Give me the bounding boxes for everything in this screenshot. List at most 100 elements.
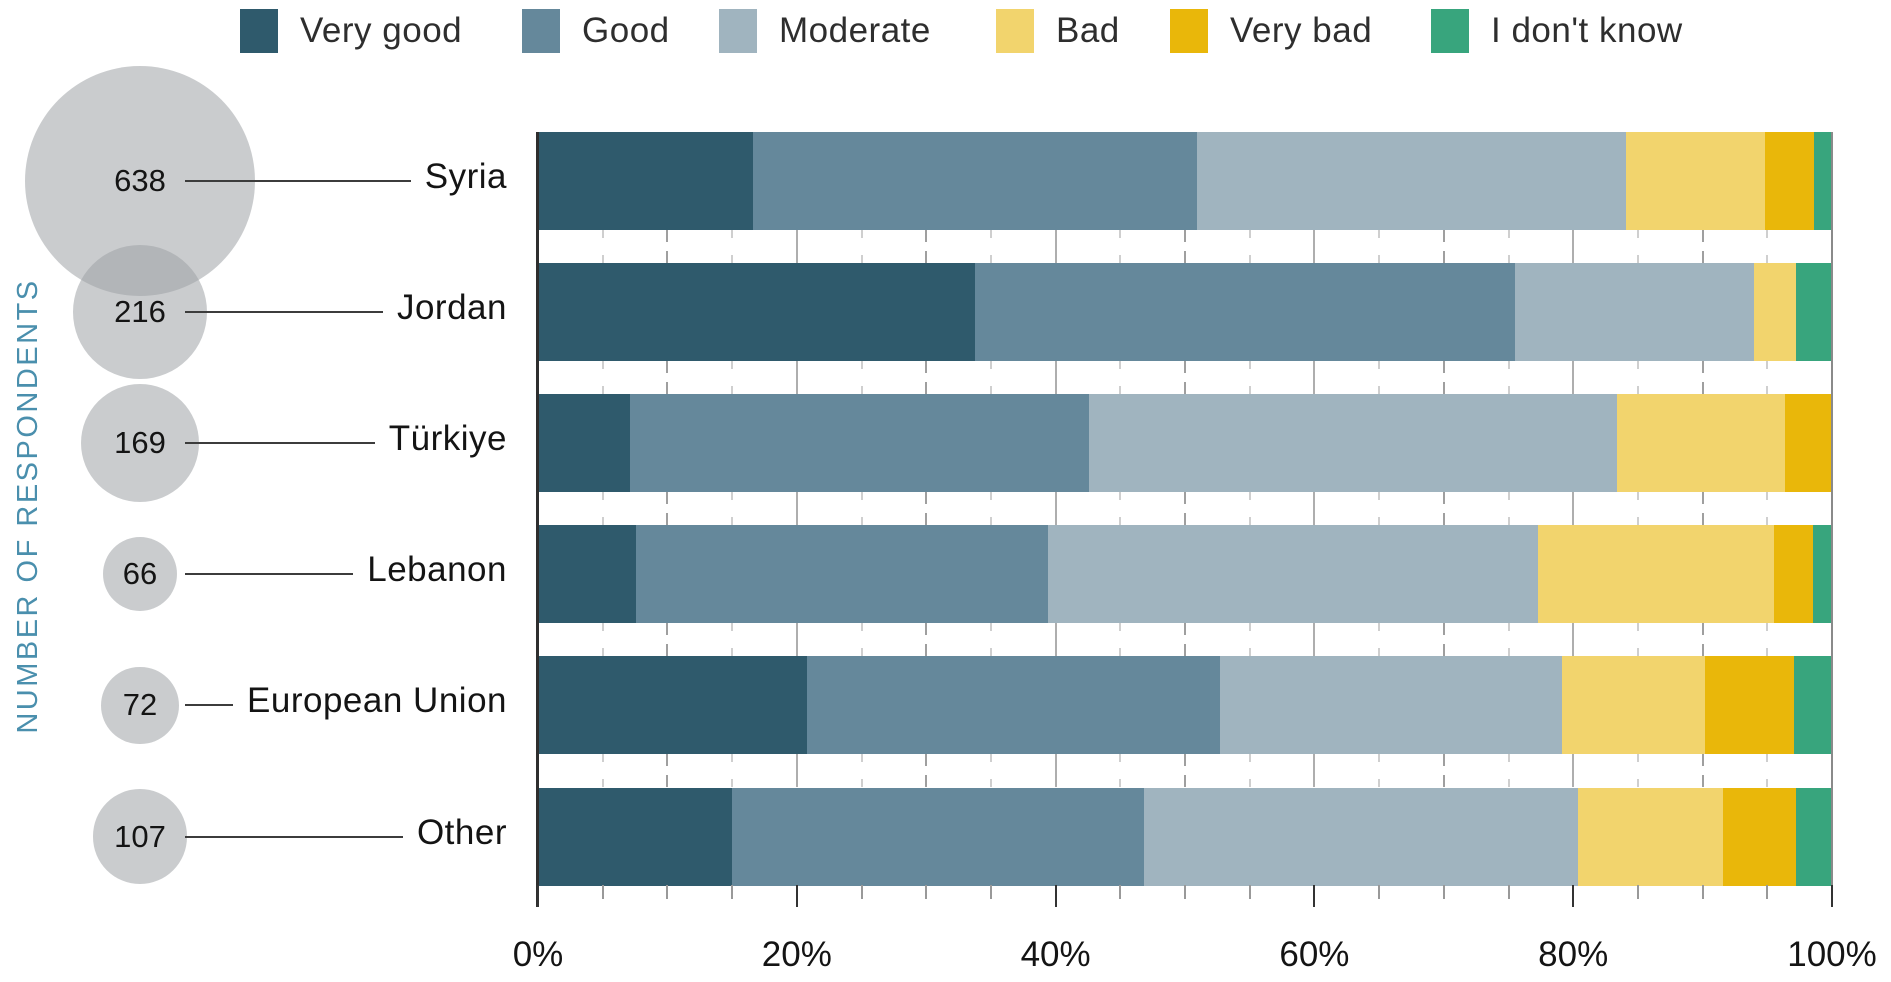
legend-item-moderate[interactable]: Moderate (719, 6, 931, 56)
minor-tick (601, 386, 604, 395)
minor-tick (860, 361, 863, 370)
bar-segment-t-rkiye-very-bad[interactable] (1785, 394, 1832, 493)
minor-tick (731, 492, 734, 501)
x-axis-tick-label-40: 40% (1020, 935, 1091, 974)
minor-tick (1636, 754, 1639, 763)
gridline-major (1313, 230, 1316, 264)
bar-segment-jordan-moderate[interactable] (1514, 263, 1755, 362)
bar-segment-other-good[interactable] (732, 787, 1144, 886)
bar-segment-other-moderate[interactable] (1143, 787, 1579, 886)
minor-tick (1378, 230, 1381, 238)
minor-tick (1507, 255, 1510, 264)
minor-tick (601, 492, 604, 501)
minor-tick (601, 779, 604, 788)
bar-segment-t-rkiye-good[interactable] (629, 394, 1090, 493)
bar-segment-syria-very-good[interactable] (538, 132, 753, 230)
bar-segment-syria-very-bad[interactable] (1764, 132, 1814, 230)
category-label-wrap-european-union: European Union (177, 681, 507, 722)
minor-tick (989, 754, 992, 763)
minor-tick (1248, 492, 1251, 501)
bar-segment-jordan-bad[interactable] (1754, 263, 1796, 362)
gridline-major (795, 230, 798, 264)
bar-row-european-union (538, 656, 1832, 755)
bar-segment-jordan-good[interactable] (975, 263, 1515, 362)
bar-segment-other-bad[interactable] (1578, 787, 1724, 886)
bar-segment-t-rkiye-moderate[interactable] (1089, 394, 1618, 493)
minor-tick (989, 648, 992, 657)
bar-segment-lebanon-bad[interactable] (1538, 525, 1774, 624)
legend-swatch-very-bad-icon (1170, 9, 1208, 53)
bar-segment-other-i-don-t-know[interactable] (1795, 787, 1832, 886)
legend-label-very-bad: Very bad (1230, 11, 1373, 50)
bar-segment-european-union-good[interactable] (807, 656, 1220, 755)
bar-segment-jordan-i-don-t-know[interactable] (1795, 263, 1832, 362)
minor-tick (1636, 361, 1639, 370)
legend-item-bad[interactable]: Bad (996, 6, 1120, 56)
bar-segment-jordan-very-good[interactable] (538, 263, 976, 362)
minor-tick (1248, 754, 1251, 763)
minor-tick (925, 623, 928, 636)
minor-tick (1507, 517, 1510, 526)
legend-item-i-don-t-know[interactable]: I don't know (1431, 6, 1683, 56)
gridline-major (1054, 230, 1057, 264)
minor-tick (1442, 382, 1445, 395)
x-axis-minor-tick (1248, 885, 1251, 899)
bar-segment-lebanon-moderate[interactable] (1047, 525, 1539, 624)
minor-tick (1442, 644, 1445, 657)
minor-tick (1248, 779, 1251, 788)
x-axis-minor-tick (1378, 885, 1381, 899)
respondents-count-lebanon: 66 (122, 556, 158, 592)
bar-segment-t-rkiye-very-good[interactable] (538, 394, 630, 493)
respondents-bubble-other (92, 789, 188, 884)
bar-segment-lebanon-good[interactable] (636, 525, 1048, 624)
legend-label-i-don-t-know: I don't know (1491, 11, 1683, 50)
minor-tick (1442, 513, 1445, 526)
legend-item-very-good[interactable]: Very good (240, 6, 462, 56)
minor-tick (925, 513, 928, 526)
bar-segment-syria-good[interactable] (752, 132, 1197, 230)
minor-tick (1442, 775, 1445, 788)
gridline-major (1572, 230, 1575, 264)
gridline-major (1313, 754, 1316, 788)
x-axis-major-tick (1572, 885, 1575, 907)
bar-segment-lebanon-very-bad[interactable] (1773, 525, 1813, 624)
bar-segment-t-rkiye-bad[interactable] (1617, 394, 1786, 493)
minor-tick (601, 230, 604, 238)
bar-segment-other-very-good[interactable] (538, 787, 733, 886)
minor-tick (1184, 644, 1186, 657)
bar-segment-other-very-bad[interactable] (1723, 787, 1796, 886)
bar-segment-european-union-very-good[interactable] (538, 656, 808, 755)
bar-segment-lebanon-i-don-t-know[interactable] (1812, 525, 1832, 624)
minor-tick (1378, 623, 1381, 632)
minor-tick (666, 251, 669, 264)
minor-tick (731, 361, 734, 370)
category-label-wrap-lebanon: Lebanon (177, 550, 507, 591)
bar-segment-european-union-bad[interactable] (1561, 656, 1706, 755)
legend-item-very-bad[interactable]: Very bad (1170, 6, 1372, 56)
minor-tick (989, 255, 992, 264)
bar-segment-syria-moderate[interactable] (1196, 132, 1627, 230)
bar-segment-syria-bad[interactable] (1626, 132, 1765, 230)
legend-item-good[interactable]: Good (522, 6, 670, 56)
minor-tick (666, 644, 669, 657)
minor-tick (1507, 779, 1510, 788)
legend-label-very-good: Very good (300, 11, 463, 50)
minor-tick (1248, 230, 1251, 238)
minor-tick (1636, 230, 1639, 238)
bar-row-t-rkiye (538, 394, 1832, 493)
minor-tick (860, 648, 863, 657)
category-label-jordan: Jordan (382, 288, 507, 329)
legend-label-good: Good (582, 11, 670, 50)
bar-segment-european-union-moderate[interactable] (1219, 656, 1562, 755)
bar-row-syria (538, 132, 1832, 230)
minor-tick (860, 255, 863, 264)
bar-segment-european-union-very-bad[interactable] (1705, 656, 1795, 755)
x-axis-minor-tick (860, 885, 863, 899)
minor-tick (1184, 361, 1186, 374)
minor-tick (989, 230, 992, 238)
bar-segment-lebanon-very-good[interactable] (538, 525, 637, 624)
bar-segment-syria-i-don-t-know[interactable] (1813, 132, 1832, 230)
leader-line-jordan (185, 311, 507, 314)
bar-segment-european-union-i-don-t-know[interactable] (1794, 656, 1832, 755)
